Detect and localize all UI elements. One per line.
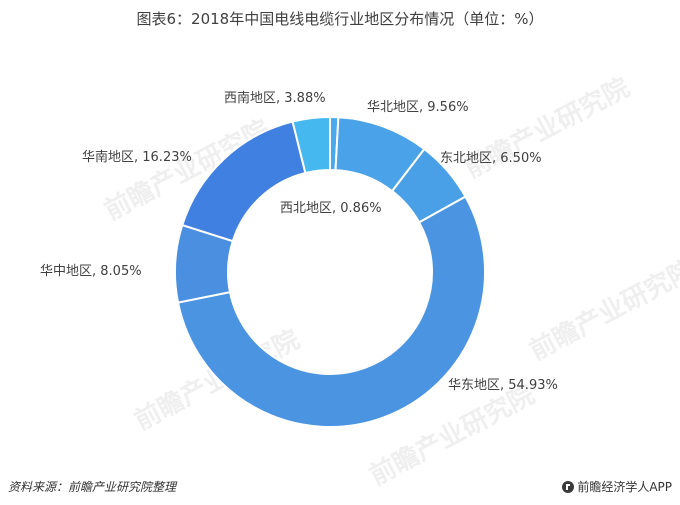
slice-label: 西南地区, 3.88% bbox=[224, 90, 326, 106]
slice-label: 西北地区, 0.86% bbox=[280, 201, 382, 216]
source-note: 资料来源：前瞻产业研究院整理 bbox=[8, 480, 177, 494]
slice-label: 华中地区, 8.05% bbox=[40, 264, 142, 279]
donut-slice bbox=[291, 115, 331, 175]
slice-label: 东北地区, 6.50% bbox=[440, 151, 542, 166]
brand-credit: 前瞻经济学人APP bbox=[562, 478, 672, 495]
slice-label: 华南地区, 16.23% bbox=[82, 149, 192, 165]
brand-logo-icon bbox=[562, 480, 575, 493]
brand-label: 前瞻经济学人APP bbox=[577, 480, 672, 494]
donut-slice bbox=[181, 120, 307, 243]
slice-label: 华东地区, 54.93% bbox=[448, 378, 558, 393]
chart-title: 图表6：2018年中国电线电缆行业地区分布情况（单位：%） bbox=[136, 10, 544, 28]
donut-slice bbox=[176, 195, 486, 428]
slice-label: 华北地区, 9.56% bbox=[367, 100, 469, 115]
